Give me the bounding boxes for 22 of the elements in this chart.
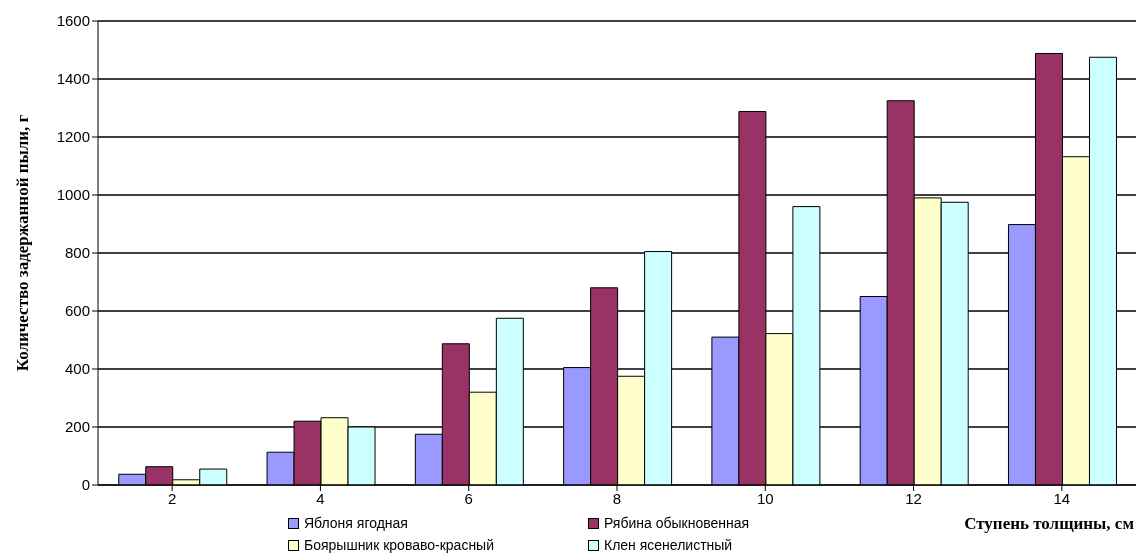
- x-axis-title: Ступень толщины, см: [964, 514, 1134, 534]
- legend-label: Боярышник кроваво-красный: [304, 537, 495, 553]
- y-tick-label: 200: [64, 418, 90, 436]
- y-tick-label: 0: [81, 476, 90, 494]
- y-tick-label: 800: [64, 244, 90, 262]
- x-tick-label: 8: [612, 489, 622, 507]
- y-tick-label: 400: [64, 360, 90, 378]
- y-axis-title: Количество задержанной пыли, г: [13, 114, 33, 371]
- legend-label: Клен ясенелистный: [604, 537, 733, 553]
- y-tick-label: 1600: [56, 12, 90, 30]
- y-tick-label: 1000: [56, 186, 90, 204]
- x-tick-label: 14: [1053, 489, 1071, 507]
- x-tick-label: 2: [167, 489, 177, 507]
- legend-label: Яблоня ягодная: [304, 515, 408, 531]
- y-tick-label: 1200: [56, 128, 90, 146]
- y-tick-label: 1400: [56, 70, 90, 88]
- legend-label: Рябина обыкновенная: [604, 515, 750, 531]
- x-tick-label: 12: [905, 489, 922, 507]
- y-tick-label: 600: [64, 302, 90, 320]
- x-tick-label: 6: [464, 489, 473, 507]
- x-tick-label: 10: [756, 489, 774, 507]
- x-tick-label: 4: [316, 489, 325, 507]
